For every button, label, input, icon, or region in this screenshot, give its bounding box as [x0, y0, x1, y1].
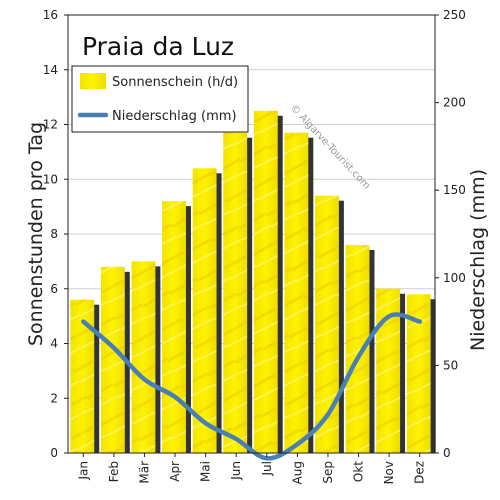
legend-label-precipitation: Niederschlag (mm) — [112, 109, 237, 124]
sunshine-bar-group — [406, 294, 436, 453]
chart-title: Praia da Luz — [82, 32, 234, 61]
left-tick-label: 0 — [50, 446, 58, 460]
sunshine-bar-group — [315, 195, 344, 454]
left-axis-title: Sonnenstunden pro Tag — [25, 122, 47, 346]
left-tick-label: 10 — [43, 172, 58, 186]
left-tick-label: 4 — [50, 337, 58, 351]
right-tick-label: 100 — [443, 271, 466, 285]
legend-label-sunshine: Sonnenschein (h/d) — [112, 75, 238, 90]
sunshine-bar-texture — [70, 299, 95, 453]
sunshine-bar-group — [223, 132, 253, 453]
sunshine-bar-texture — [284, 132, 309, 453]
sunshine-bar-texture — [345, 244, 370, 453]
left-tick-label: 8 — [50, 227, 58, 241]
right-tick-label: 150 — [443, 183, 466, 197]
sunshine-bar-group — [131, 261, 161, 453]
sunshine-bars — [70, 110, 436, 454]
sunshine-bar-texture — [253, 110, 278, 453]
plot-area — [67, 14, 436, 461]
left-tick-label: 2 — [50, 391, 58, 405]
x-tick-label: Jun — [229, 461, 243, 481]
sunshine-bar-texture — [223, 132, 248, 453]
right-axis-ticks: 0 50 100 150 200 250 — [435, 8, 466, 460]
x-tick-label: Okt — [352, 461, 366, 482]
left-tick-label: 14 — [43, 63, 58, 77]
left-tick-label: 12 — [43, 118, 58, 132]
sunshine-bar-texture — [315, 195, 339, 454]
sunshine-bar-texture — [376, 288, 401, 453]
x-tick-label: Feb — [107, 461, 121, 482]
left-tick-label: 6 — [50, 282, 58, 296]
x-tick-label: Mai — [199, 461, 213, 482]
x-tick-label: Jan — [76, 461, 90, 481]
sunshine-bar-group — [253, 110, 283, 453]
right-tick-label: 200 — [443, 96, 466, 110]
sunshine-bar-group — [100, 266, 130, 453]
sunshine-bar-texture — [406, 294, 431, 453]
sunshine-bar-group — [162, 201, 191, 453]
right-axis-title: Niederschlag (mm) — [467, 169, 489, 351]
x-tick-label: Dez — [413, 461, 427, 484]
x-axis-ticks: Jan Feb Mär Apr Mai Jun Jul Aug Sep Okt Nov Dez — [76, 453, 427, 484]
sunshine-bar-group — [345, 244, 375, 453]
legend: Sonnenschein (h/d) Niederschlag (mm) — [71, 65, 249, 133]
x-tick-label: Nov — [382, 461, 396, 484]
sunshine-bar-group — [70, 299, 100, 453]
x-tick-label: Jul — [260, 461, 274, 476]
sunshine-bar-group — [284, 132, 314, 453]
x-tick-label: Apr — [168, 461, 182, 482]
right-tick-label: 50 — [443, 358, 458, 372]
sunshine-bar-texture — [162, 201, 186, 453]
right-tick-label: 0 — [443, 446, 451, 460]
sunshine-bar-group — [376, 288, 406, 453]
precipitation-line — [81, 312, 422, 461]
sunshine-bar-texture — [192, 168, 217, 454]
x-tick-label: Aug — [290, 461, 304, 484]
left-tick-label: 16 — [43, 8, 58, 22]
legend-swatch-sunshine — [80, 73, 106, 89]
x-tick-label: Mär — [137, 461, 151, 484]
sunshine-bar-texture — [131, 261, 156, 453]
sunshine-bar-group — [192, 168, 222, 454]
sunshine-bar-texture — [100, 266, 125, 453]
right-tick-label: 250 — [443, 8, 466, 22]
x-tick-label: Sep — [321, 461, 335, 484]
left-axis-ticks: 0 2 4 6 8 10 12 14 16 — [43, 8, 68, 460]
